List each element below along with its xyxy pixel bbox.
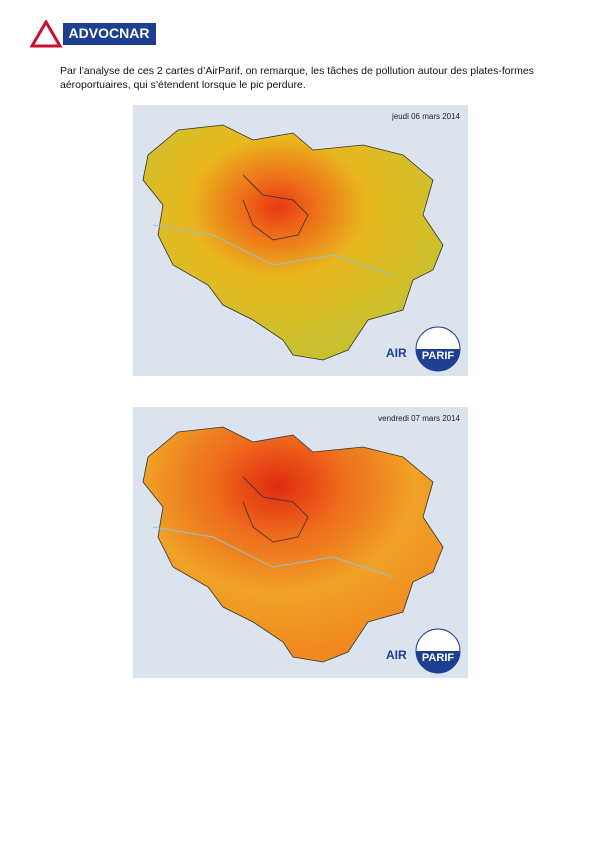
department-border bbox=[242, 174, 309, 241]
river bbox=[152, 526, 394, 578]
paragraph: Par l’analyse de ces 2 cartes d’AirParif… bbox=[60, 65, 534, 91]
logo-text: ADVOCNAR bbox=[69, 25, 150, 41]
logo-box bbox=[63, 23, 156, 45]
region-shape bbox=[142, 124, 444, 361]
river bbox=[152, 224, 394, 276]
logo-triangle bbox=[30, 20, 63, 48]
map: jeudi 06 mars 2014 AIR PARIF bbox=[133, 105, 468, 376]
airparif-parif: PARIF bbox=[422, 350, 454, 362]
airparif-half bbox=[416, 651, 460, 673]
airparif-air: AIR bbox=[386, 648, 407, 662]
logo: ADVOCNAR bbox=[30, 20, 156, 48]
airparif-air: AIR bbox=[386, 346, 407, 360]
airparif-parif: PARIF bbox=[422, 652, 454, 664]
map-date: jeudi 06 mars 2014 bbox=[391, 112, 461, 121]
region-shape bbox=[142, 426, 444, 663]
map-date: vendredi 07 mars 2014 bbox=[378, 414, 460, 423]
department-border bbox=[242, 476, 309, 543]
map: vendredi 07 mars 2014 AIR PARIF bbox=[133, 407, 468, 678]
airparif-half bbox=[416, 349, 460, 371]
